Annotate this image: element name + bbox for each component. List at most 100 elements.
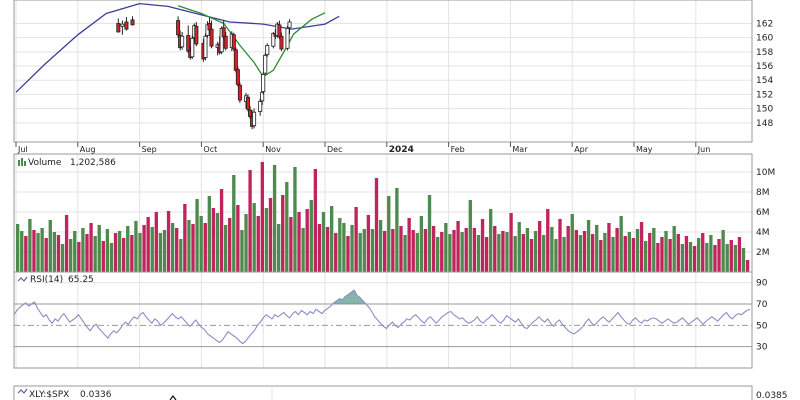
volume-bar xyxy=(558,219,562,272)
date-axis-label: Dec xyxy=(327,145,342,154)
volume-bar xyxy=(342,223,346,272)
volume-bar xyxy=(97,225,101,272)
volume-bar xyxy=(195,199,199,272)
volume-bar xyxy=(338,218,342,272)
price-y-tick-label: 148 xyxy=(756,119,773,129)
candle-body xyxy=(246,96,251,110)
candlestick xyxy=(176,16,181,38)
volume-bar xyxy=(684,236,689,272)
volume-bar xyxy=(317,224,322,272)
volume-bar xyxy=(260,162,265,272)
volume-bar xyxy=(142,225,146,272)
volume-bar xyxy=(105,229,110,272)
volume-bar xyxy=(109,243,114,272)
price-y-tick-label: 160 xyxy=(756,34,773,44)
relative-strength-panel-border xyxy=(13,385,753,400)
volume-bar xyxy=(276,224,281,272)
volume-legend-value: 1,202,586 xyxy=(70,158,116,168)
candlestick xyxy=(271,31,276,49)
volume-bar xyxy=(517,222,521,272)
volume-bar xyxy=(395,188,399,272)
volume-bar xyxy=(717,239,721,272)
volume-bar xyxy=(582,231,587,272)
volume-bar xyxy=(387,196,391,272)
price-y-tick-label: 156 xyxy=(756,62,773,72)
volume-bar xyxy=(207,196,211,272)
volume-bar xyxy=(480,219,485,272)
volume-bar xyxy=(411,230,415,272)
candle-body xyxy=(248,109,253,117)
volume-bar xyxy=(16,224,20,272)
relative-strength-value: 0.0336 xyxy=(80,390,112,400)
candle-body xyxy=(176,20,181,36)
volume-bar xyxy=(431,226,436,272)
volume-bar xyxy=(301,228,305,272)
volume-bar xyxy=(456,221,460,272)
volume-bar xyxy=(423,229,428,272)
price-plot-area xyxy=(14,0,752,142)
candle-body xyxy=(180,35,185,48)
volume-bar xyxy=(546,209,550,272)
volume-bar xyxy=(138,233,142,272)
price-panel-border xyxy=(13,0,753,143)
volume-bar xyxy=(554,239,558,272)
candlestick xyxy=(235,66,240,87)
volume-bar xyxy=(166,211,171,272)
relative-strength-panel: XLY:$SPX 0.0336 0.0385 xyxy=(13,385,788,400)
volume-bar xyxy=(639,222,644,272)
candle-body xyxy=(252,111,257,127)
volume-bar xyxy=(595,225,599,272)
volume-bar xyxy=(64,215,69,272)
date-axis-label: Apr xyxy=(574,145,589,154)
volume-bar xyxy=(452,230,456,272)
volume-bar xyxy=(117,231,122,272)
volume-bar xyxy=(20,231,24,272)
candlestick xyxy=(116,18,121,33)
date-axis: Jul Aug Sep Oct Nov Dec 2024 Feb Mar Apr May Jun xyxy=(15,142,710,155)
volume-bar xyxy=(542,235,546,272)
volume-bar xyxy=(28,219,32,272)
volume-bar xyxy=(566,226,570,272)
volume-bar xyxy=(493,226,497,272)
volume-bar xyxy=(586,220,591,272)
volume-bar xyxy=(334,233,338,272)
volume-bar xyxy=(737,237,742,272)
volume-bar xyxy=(599,240,603,272)
volume-bar xyxy=(501,231,505,272)
volume-bar xyxy=(158,233,163,272)
volume-bar xyxy=(652,228,656,272)
rsi-legend-title: RSI(14) xyxy=(30,275,63,285)
relative-strength-line-fragment xyxy=(169,395,177,400)
volume-bar xyxy=(745,260,750,272)
volume-bar xyxy=(134,221,138,272)
date-axis-label: Aug xyxy=(80,145,96,154)
volume-bar xyxy=(521,234,525,272)
date-axis-label: Oct xyxy=(203,145,217,154)
line-legend-icon xyxy=(17,388,28,394)
candle-body xyxy=(120,23,125,27)
candle-body xyxy=(221,27,226,38)
volume-bar xyxy=(36,233,40,272)
volume-bar xyxy=(403,235,407,272)
candle-body xyxy=(265,45,270,56)
volume-bar xyxy=(537,221,542,272)
date-axis-label: May xyxy=(636,145,653,154)
volume-bar xyxy=(362,229,366,272)
candlestick xyxy=(203,33,208,61)
volume-bar xyxy=(24,236,28,272)
volume-bar xyxy=(383,231,387,272)
date-axis-label: Nov xyxy=(265,145,281,154)
volume-bar xyxy=(440,232,444,272)
volume-legend-title: Volume xyxy=(28,158,62,168)
volume-bar xyxy=(93,236,97,272)
rsi-panel: 30 50 70 90 RSI(14) 65.25 xyxy=(13,271,768,369)
candlestick xyxy=(231,32,236,52)
volume-bar xyxy=(643,241,648,272)
volume-bar xyxy=(228,218,232,272)
price-y-tick-label: 150 xyxy=(756,105,773,115)
volume-bar xyxy=(713,245,717,272)
volume-bar xyxy=(444,223,448,272)
candle-body xyxy=(277,24,282,38)
volume-y-axis-labels: 2M 4M 6M 8M 10M xyxy=(756,168,775,258)
candle-body xyxy=(287,21,292,29)
